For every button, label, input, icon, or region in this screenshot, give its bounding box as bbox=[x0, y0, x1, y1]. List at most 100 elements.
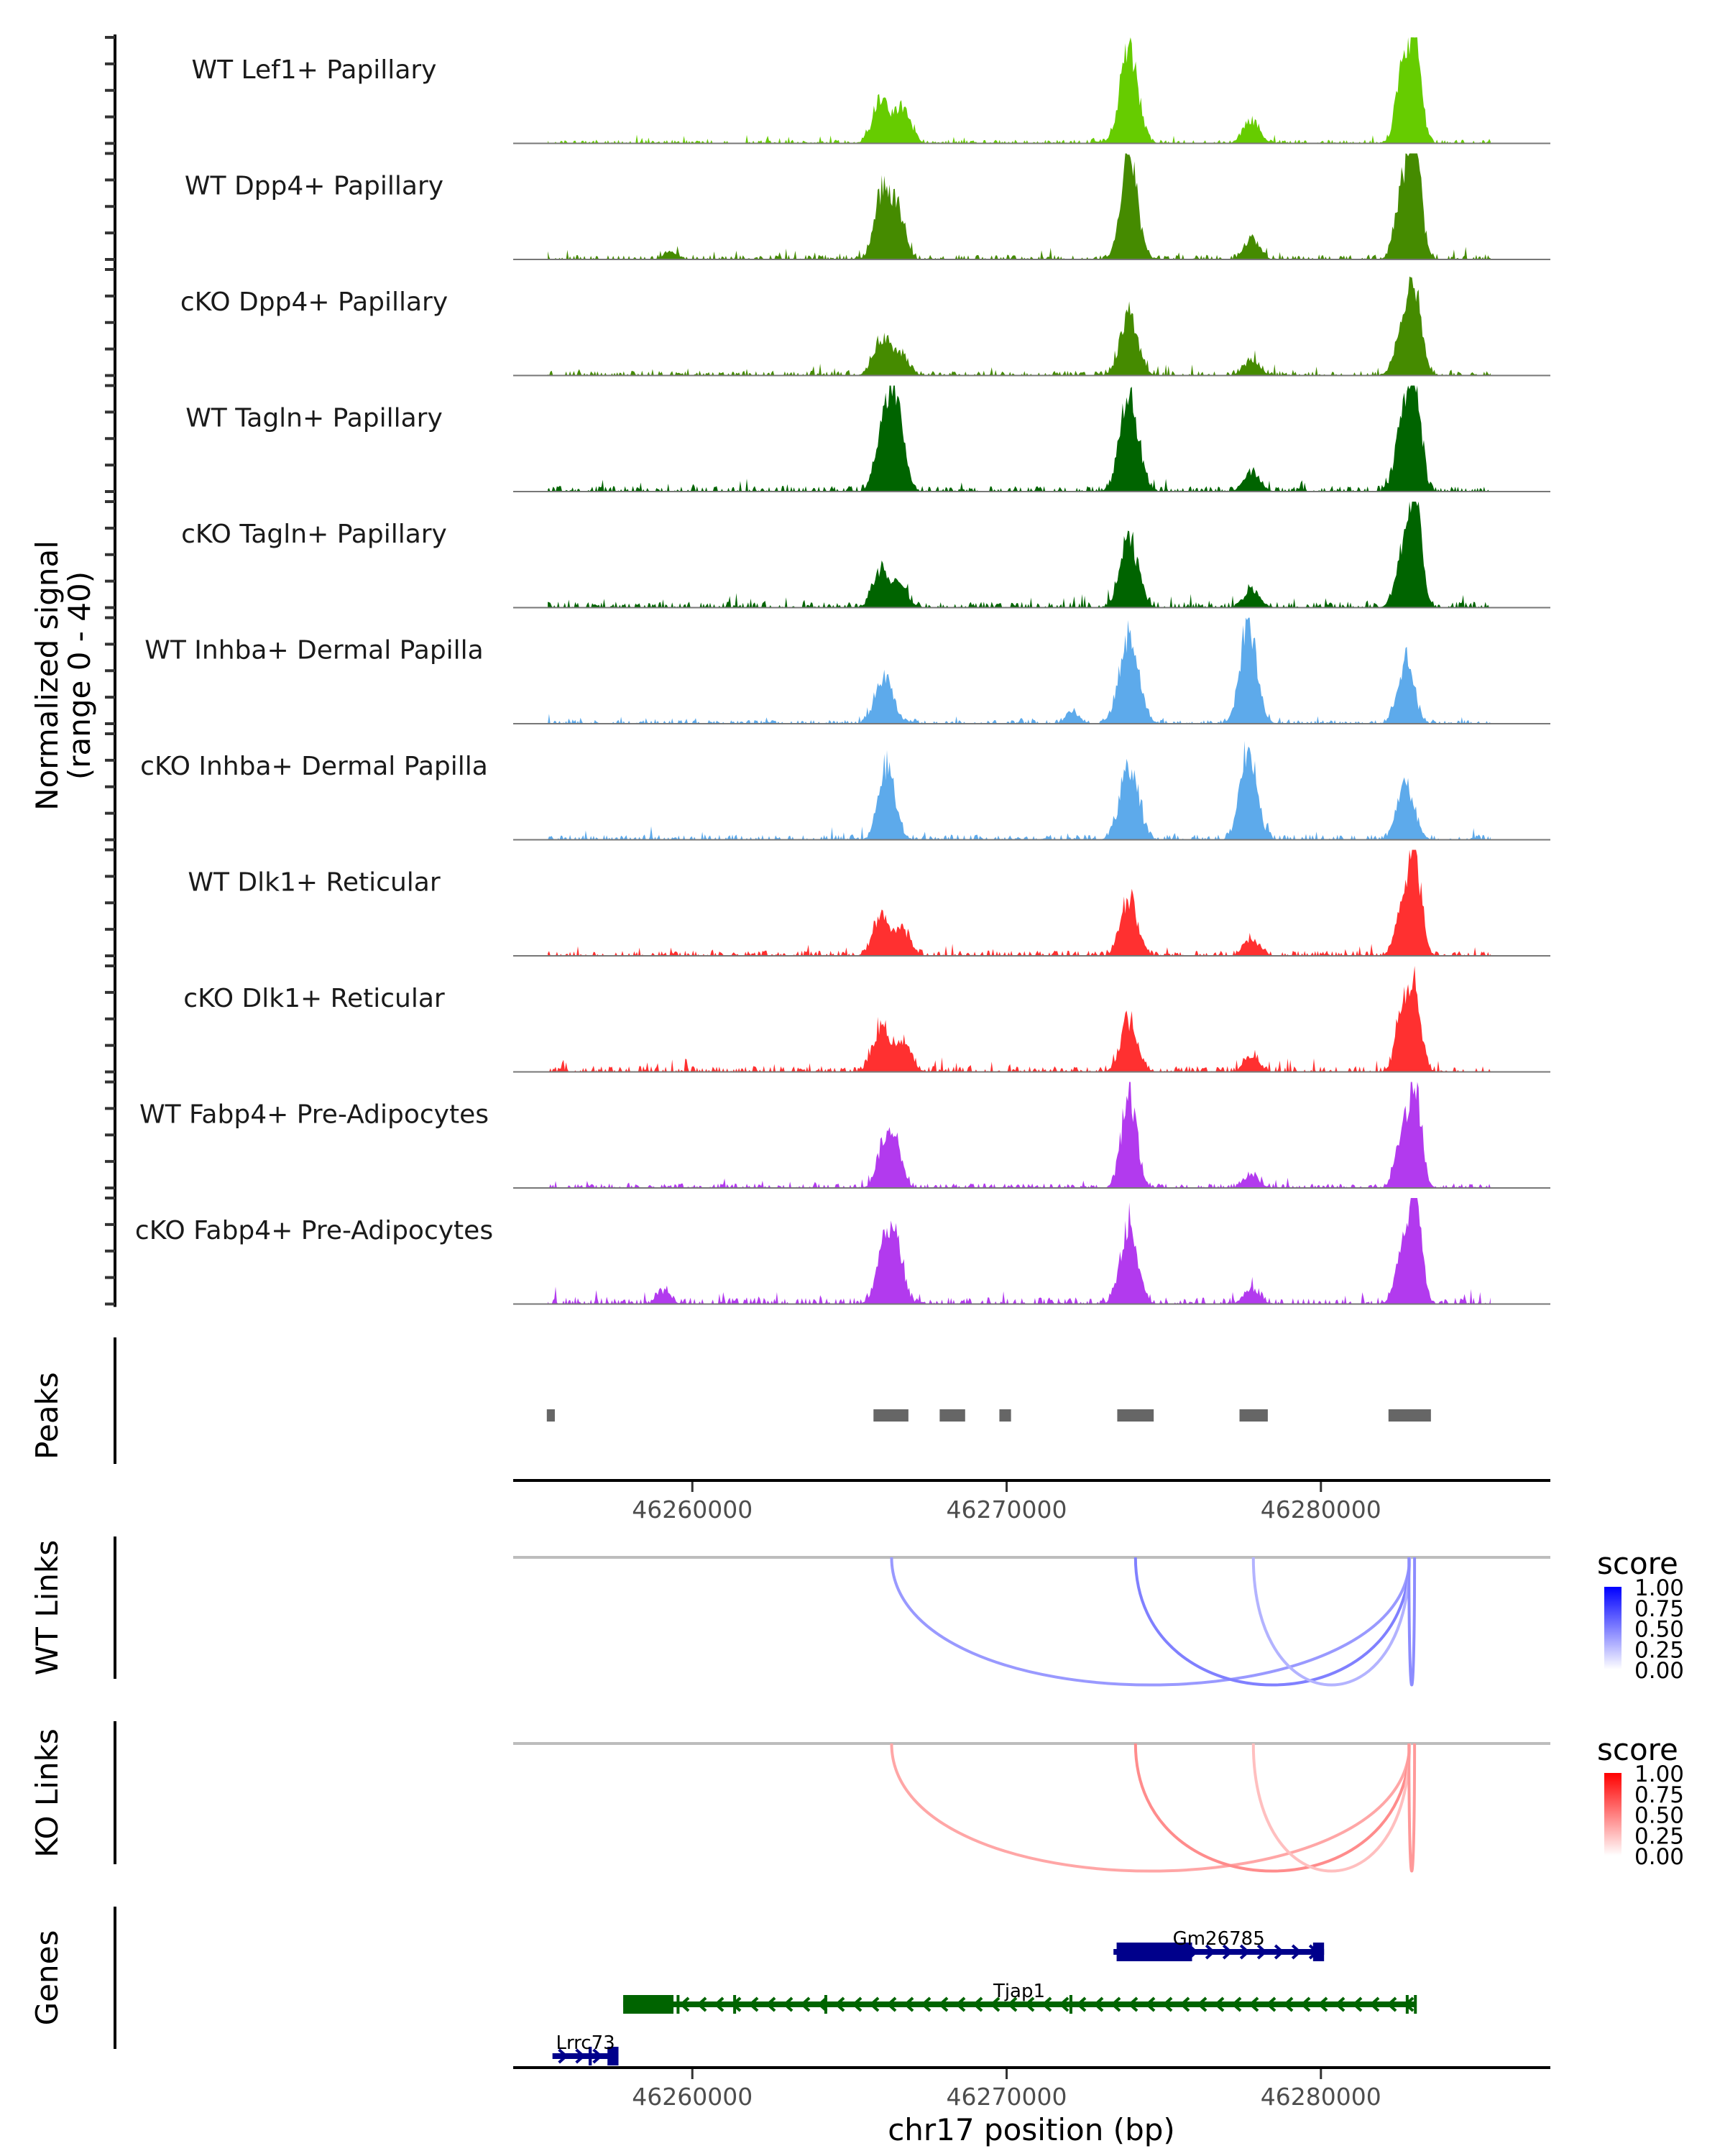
legend-tick-label: 0.75 bbox=[1634, 1782, 1684, 1808]
track-label: WT Dlk1+ Reticular bbox=[188, 867, 440, 897]
peak-regions bbox=[546, 1409, 1431, 1422]
strand-arrow bbox=[1197, 1996, 1208, 2012]
peak-region bbox=[873, 1409, 908, 1422]
coverage-area bbox=[548, 1198, 1491, 1304]
gene-exon bbox=[623, 1995, 674, 2014]
strand-arrow bbox=[800, 1996, 811, 2012]
track-label: cKO Tagln+ Papillary bbox=[181, 520, 447, 549]
signal-y-axis bbox=[105, 34, 116, 1307]
gene-exon bbox=[1414, 1995, 1417, 2014]
x-tick-label: 46270000 bbox=[947, 1496, 1067, 1524]
coverage-track: cKO Tagln+ Papillary bbox=[181, 502, 1550, 609]
coverage-track: cKO Dpp4+ Papillary bbox=[180, 276, 1550, 377]
coverage-area bbox=[548, 849, 1491, 956]
strand-arrow bbox=[783, 1996, 794, 2012]
coverage-track: WT Lef1+ Papillary bbox=[192, 37, 1550, 144]
strand-arrow bbox=[1300, 1996, 1311, 2012]
link-arc bbox=[890, 1557, 1412, 1687]
gene-models: Gm26785 Tjap1 Lrrc73 bbox=[552, 1928, 1417, 2065]
legend-tick-label: 0.00 bbox=[1634, 1658, 1684, 1684]
strand-arrow bbox=[1162, 1996, 1173, 2012]
strand-arrow bbox=[955, 1996, 966, 2012]
strand-arrow bbox=[869, 1996, 880, 2012]
legend-tick-label: 0.25 bbox=[1634, 1637, 1684, 1663]
link-arc bbox=[1407, 1557, 1417, 1687]
gene-label: Tjap1 bbox=[993, 1981, 1045, 2002]
strand-arrow bbox=[558, 2048, 569, 2064]
peak-region bbox=[546, 1409, 555, 1422]
coverage-track: WT Dlk1+ Reticular bbox=[188, 849, 1550, 957]
genes-label: Genes bbox=[29, 1930, 65, 2026]
strand-arrow bbox=[1256, 1944, 1268, 1960]
peaks-panel: Peaks 46260000 46270000 46280000 bbox=[29, 1337, 1550, 1524]
track-label: WT Inhba+ Dermal Papilla bbox=[144, 635, 483, 665]
coverage-area bbox=[548, 1082, 1491, 1188]
peak-region bbox=[1239, 1409, 1268, 1422]
track-label: cKO Dlk1+ Reticular bbox=[183, 984, 445, 1013]
gene-model: Tjap1 bbox=[623, 1981, 1417, 2014]
x-tick-label: 46260000 bbox=[632, 1496, 753, 1524]
gene-exon bbox=[1116, 1943, 1192, 1961]
track-label: WT Lef1+ Papillary bbox=[192, 55, 437, 85]
track-label: WT Dpp4+ Papillary bbox=[185, 171, 443, 201]
strand-arrow bbox=[1059, 1996, 1070, 2012]
coverage-track: WT Tagln+ Papillary bbox=[185, 385, 1550, 492]
strand-arrow bbox=[1041, 1996, 1052, 2012]
gene-model: Gm26785 bbox=[1113, 1928, 1325, 1961]
legend-tick-label: 1.00 bbox=[1634, 1575, 1684, 1601]
strand-arrow bbox=[1076, 1996, 1087, 2012]
coverage-tracks: WT Lef1+ Papillary WT Dpp4+ Papillary cKO … bbox=[135, 37, 1550, 1305]
strand-arrow bbox=[1274, 1944, 1285, 1960]
strand-arrow bbox=[990, 1996, 1000, 2012]
gene-exon bbox=[588, 2047, 592, 2065]
strand-arrow bbox=[1093, 1996, 1104, 2012]
legend-tick-label: 1.00 bbox=[1634, 1761, 1684, 1787]
link-arc bbox=[1407, 1743, 1417, 1873]
coverage-track: WT Dpp4+ Papillary bbox=[185, 153, 1550, 260]
strand-arrow bbox=[1386, 1996, 1397, 2012]
strand-arrow bbox=[731, 1996, 742, 2012]
legend-tick-label: 0.50 bbox=[1634, 1617, 1684, 1643]
strand-arrow bbox=[1291, 1944, 1302, 1960]
peak-region bbox=[1388, 1409, 1431, 1422]
strand-arrow bbox=[1266, 1996, 1276, 2012]
links-label: WT Links bbox=[29, 1540, 65, 1675]
gene-model: Lrrc73 bbox=[552, 2032, 619, 2065]
gene-label: Gm26785 bbox=[1173, 1928, 1265, 1950]
strand-arrow bbox=[1205, 1944, 1216, 1960]
legend-tick-label: 0.75 bbox=[1634, 1596, 1684, 1622]
coverage-area bbox=[548, 966, 1491, 1072]
track-label: WT Tagln+ Papillary bbox=[185, 403, 443, 433]
gene-exon bbox=[824, 1995, 827, 2014]
strand-arrow bbox=[1317, 1996, 1328, 2012]
x-tick-label: 46260000 bbox=[632, 2083, 753, 2111]
gene-exon bbox=[733, 1995, 737, 2014]
strand-arrow bbox=[938, 1996, 949, 2012]
x-axis-title: chr17 position (bp) bbox=[888, 2112, 1175, 2147]
genes-panel: Genes Gm26785 Tjap1 Lrrc73 46260000 4627000… bbox=[29, 1907, 1550, 2147]
strand-arrow bbox=[714, 1996, 724, 2012]
strand-arrow bbox=[1335, 1996, 1346, 2012]
coverage-area bbox=[548, 617, 1491, 724]
y-axis-title-line1: Normalized signal bbox=[29, 540, 65, 811]
coverage-area bbox=[548, 740, 1491, 840]
strand-arrow bbox=[834, 1996, 845, 2012]
link-arc bbox=[1251, 1743, 1412, 1873]
peak-region bbox=[1117, 1409, 1154, 1422]
y-axis-title-line2: (range 0 - 40) bbox=[62, 571, 97, 780]
strand-arrow bbox=[1283, 1996, 1294, 2012]
link-arc bbox=[890, 1743, 1412, 1873]
coverage-track: WT Fabp4+ Pre-Adipocytes bbox=[139, 1082, 1550, 1189]
peaks-label: Peaks bbox=[29, 1372, 65, 1460]
strand-arrow bbox=[679, 1996, 690, 2012]
coverage-track: WT Inhba+ Dermal Papilla bbox=[144, 617, 1550, 724]
legend-colorbar bbox=[1604, 1587, 1622, 1669]
coverage-area bbox=[548, 385, 1491, 492]
strand-arrow bbox=[886, 1996, 897, 2012]
strand-arrow bbox=[972, 1996, 983, 2012]
track-label: cKO Dpp4+ Papillary bbox=[180, 287, 448, 317]
